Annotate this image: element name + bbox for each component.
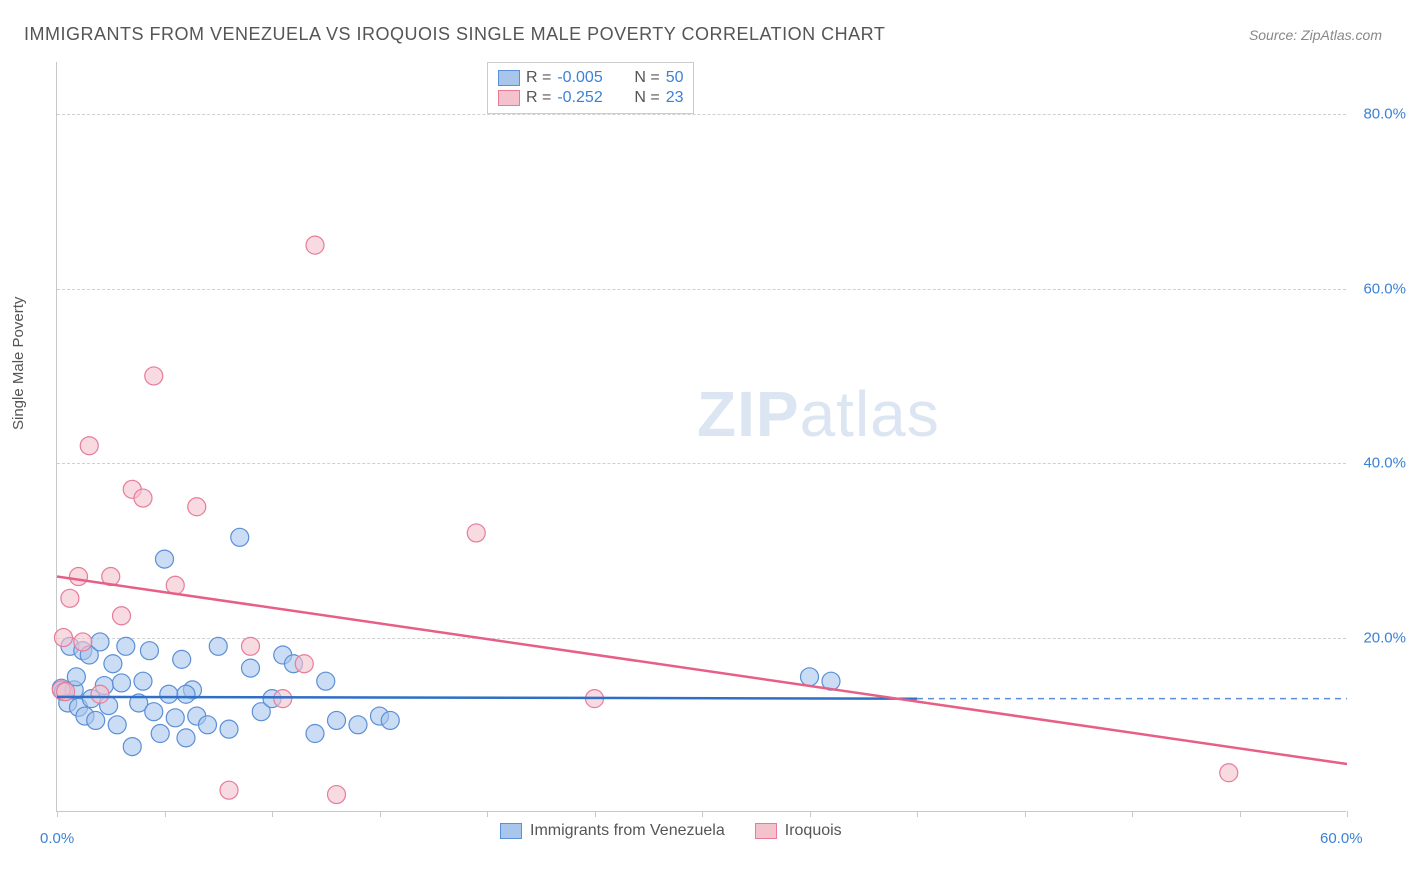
data-point	[1220, 764, 1238, 782]
chart-source: Source: ZipAtlas.com	[1249, 27, 1382, 43]
data-point	[87, 711, 105, 729]
data-point	[295, 655, 313, 673]
data-point	[220, 720, 238, 738]
data-point	[151, 725, 169, 743]
xtick	[1347, 811, 1348, 817]
legend-label-venezuela: Immigrants from Venezuela	[530, 822, 725, 840]
xtick	[57, 811, 58, 817]
xtick	[165, 811, 166, 817]
ytick-label: 20.0%	[1363, 629, 1406, 646]
source-name: ZipAtlas.com	[1301, 27, 1382, 43]
data-point	[160, 685, 178, 703]
data-point	[306, 236, 324, 254]
data-point	[113, 607, 131, 625]
data-point	[242, 637, 260, 655]
data-point	[231, 528, 249, 546]
plot-svg	[57, 62, 1346, 811]
data-point	[140, 642, 158, 660]
legend-item-iroquois: Iroquois	[755, 822, 842, 840]
xtick	[810, 811, 811, 817]
data-point	[123, 738, 141, 756]
chart-plot-area: 20.0%40.0%60.0%80.0% ZIPatlas R = -0.005…	[56, 62, 1346, 812]
swatch-iroquois	[755, 823, 777, 839]
r-value-iroquois: -0.252	[557, 89, 612, 107]
xtick	[380, 811, 381, 817]
legend-stats-row-venezuela: R = -0.005 N = 50	[498, 69, 683, 87]
swatch-iroquois	[498, 90, 520, 106]
data-point	[467, 524, 485, 542]
data-point	[70, 568, 88, 586]
legend-stats-row-iroquois: R = -0.252 N = 23	[498, 89, 683, 107]
n-label: N =	[634, 89, 659, 107]
xtick	[272, 811, 273, 817]
data-point	[166, 709, 184, 727]
ytick-label: 40.0%	[1363, 455, 1406, 472]
swatch-venezuela	[500, 823, 522, 839]
data-point	[54, 629, 72, 647]
xtick	[1025, 811, 1026, 817]
xtick	[1132, 811, 1133, 817]
ytick-label: 80.0%	[1363, 106, 1406, 123]
data-point	[242, 659, 260, 677]
n-label: N =	[634, 69, 659, 87]
data-point	[156, 550, 174, 568]
source-prefix: Source:	[1249, 27, 1301, 43]
legend-stats: R = -0.005 N = 50 R = -0.252 N = 23	[487, 62, 694, 114]
data-point	[381, 711, 399, 729]
data-point	[188, 498, 206, 516]
legend-label-iroquois: Iroquois	[785, 822, 842, 840]
chart-title: IMMIGRANTS FROM VENEZUELA VS IROQUOIS SI…	[24, 24, 885, 45]
data-point	[349, 716, 367, 734]
data-point	[91, 685, 109, 703]
data-point	[801, 668, 819, 686]
data-point	[113, 674, 131, 692]
data-point	[306, 725, 324, 743]
data-point	[328, 711, 346, 729]
data-point	[177, 685, 195, 703]
y-axis-label: Single Male Poverty	[10, 297, 27, 430]
data-point	[220, 781, 238, 799]
data-point	[108, 716, 126, 734]
data-point	[91, 633, 109, 651]
data-point	[177, 729, 195, 747]
data-point	[274, 690, 292, 708]
xtick	[487, 811, 488, 817]
r-label: R =	[526, 89, 551, 107]
n-value-venezuela: 50	[666, 69, 684, 87]
legend-series: Immigrants from Venezuela Iroquois	[500, 822, 842, 840]
xtick	[702, 811, 703, 817]
data-point	[145, 703, 163, 721]
r-label: R =	[526, 69, 551, 87]
ytick-label: 60.0%	[1363, 280, 1406, 297]
data-point	[328, 786, 346, 804]
data-point	[74, 633, 92, 651]
data-point	[67, 668, 85, 686]
swatch-venezuela	[498, 70, 520, 86]
n-value-iroquois: 23	[666, 89, 684, 107]
data-point	[199, 716, 217, 734]
xtick-label-max: 60.0%	[1320, 830, 1363, 847]
data-point	[317, 672, 335, 690]
xtick	[1240, 811, 1241, 817]
data-point	[209, 637, 227, 655]
data-point	[145, 367, 163, 385]
r-value-venezuela: -0.005	[557, 69, 612, 87]
xtick	[917, 811, 918, 817]
data-point	[173, 650, 191, 668]
xtick-label-min: 0.0%	[40, 830, 74, 847]
legend-item-venezuela: Immigrants from Venezuela	[500, 822, 725, 840]
data-point	[117, 637, 135, 655]
data-point	[134, 489, 152, 507]
data-point	[61, 589, 79, 607]
data-point	[80, 437, 98, 455]
chart-header: IMMIGRANTS FROM VENEZUELA VS IROQUOIS SI…	[24, 24, 1382, 45]
xtick	[595, 811, 596, 817]
data-point	[134, 672, 152, 690]
trend-line	[57, 697, 917, 699]
data-point	[104, 655, 122, 673]
